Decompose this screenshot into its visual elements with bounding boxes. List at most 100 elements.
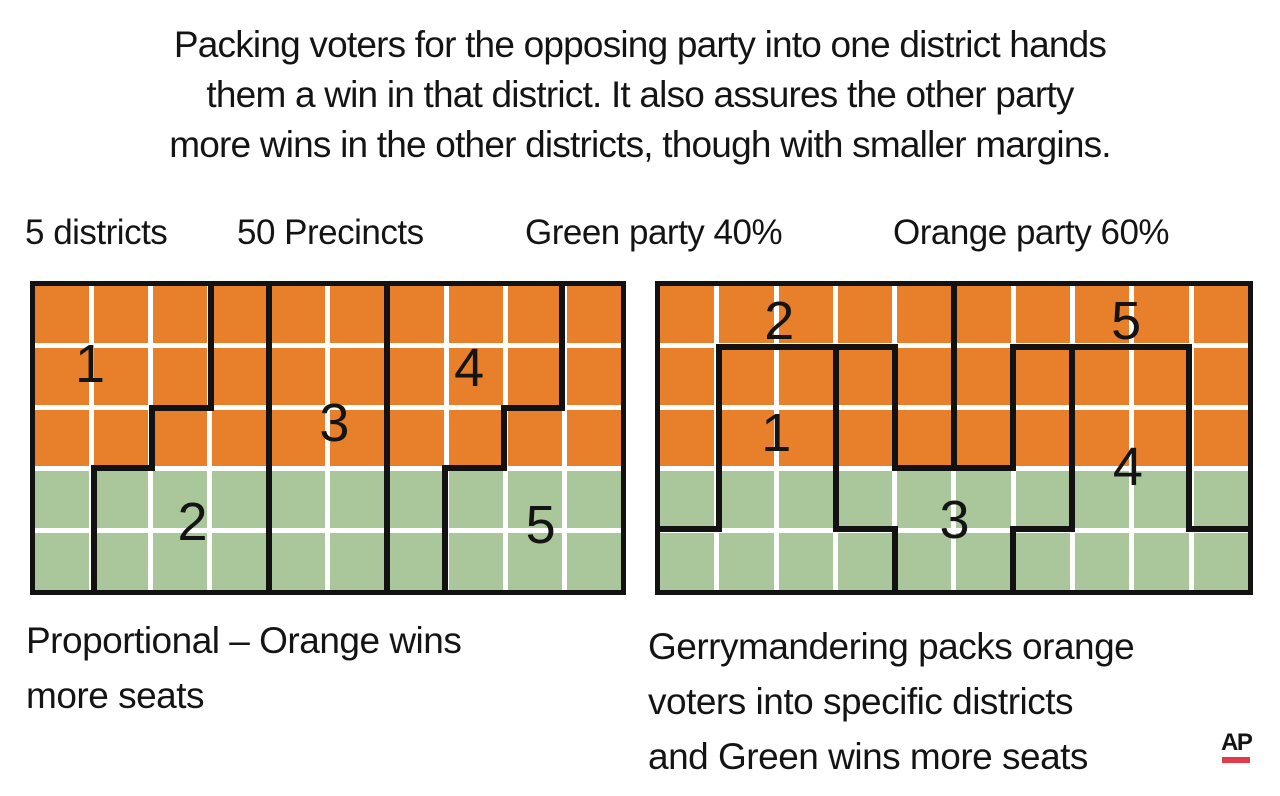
precinct-left-r4-c8	[507, 533, 562, 590]
precinct-left-r3-c9	[566, 471, 621, 529]
caption-gerrymandering-line-2: voters into specific districts	[648, 681, 1074, 722]
district-label-right-2: 2	[764, 291, 794, 352]
precinct-left-r4-c5	[330, 533, 385, 590]
precinct-left-r4-c0	[35, 533, 90, 590]
precinct-right-r1-c5	[956, 347, 1011, 405]
precinct-right-r2-c8	[1134, 409, 1189, 467]
district-boundary-left-8	[500, 404, 566, 411]
district-label-left-1: 1	[74, 333, 105, 394]
precinct-right-r2-c2	[778, 409, 833, 467]
precinct-right-r4-c9	[1193, 533, 1248, 590]
stat-green-share: Green party 40%	[525, 213, 783, 252]
district-boundary-left-7	[559, 283, 566, 411]
precinct-left-r1-c9	[566, 347, 621, 405]
precinct-left-r4-c1	[94, 533, 149, 590]
precinct-right-r0-c9	[1193, 286, 1248, 343]
precinct-left-r4-c2	[153, 533, 208, 590]
headline: Packing voters for the opposing party in…	[0, 20, 1280, 170]
district-boundary-left-6	[383, 283, 390, 593]
stat-orange-share: Orange party 60%	[893, 213, 1170, 252]
district-boundary-right-2	[657, 526, 722, 533]
district-boundary-left-3	[90, 465, 156, 472]
district-boundary-right-3	[833, 343, 840, 533]
precinct-right-r2-c5	[956, 409, 1011, 467]
precinct-right-r2-c4	[897, 409, 952, 467]
district-label-left-3: 3	[319, 392, 349, 453]
district-boundary-right-0	[715, 343, 899, 350]
precinct-right-r0-c3	[837, 286, 893, 343]
grid-left: 1 2 3 4 5	[30, 281, 626, 595]
precinct-right-r1-c7	[1075, 347, 1130, 405]
precinct-right-r3-c3	[837, 471, 893, 529]
caption-proportional-line-1: Proportional – Orange wins	[26, 620, 462, 661]
precinct-left-r3-c5	[330, 471, 385, 529]
precinct-left-r0-c9	[566, 286, 621, 343]
precinct-right-r2-c7	[1075, 409, 1130, 467]
district-boundary-left-9	[500, 404, 507, 472]
precinct-left-r3-c0	[35, 471, 90, 529]
precinct-right-r1-c6	[1015, 347, 1071, 405]
district-boundary-right-8	[951, 283, 957, 472]
district-label-right-1: 1	[761, 403, 791, 464]
district-boundary-right-4	[833, 526, 899, 533]
district-boundary-right-11	[1068, 343, 1075, 533]
precinct-right-r1-c9	[1193, 347, 1248, 405]
precinct-right-r3-c1	[719, 471, 774, 529]
district-boundary-left-4	[90, 465, 97, 593]
caption-proportional: Proportional – Orange wins more seats	[26, 613, 462, 723]
precinct-right-r2-c1	[719, 409, 774, 467]
precinct-right-r4-c4	[897, 533, 952, 590]
district-boundary-right-6	[892, 343, 899, 472]
district-boundary-right-5	[892, 526, 899, 593]
stat-districts: 5 districts	[25, 213, 168, 252]
precinct-right-r2-c9	[1193, 409, 1248, 467]
precinct-left-r3-c3	[212, 471, 267, 529]
precinct-left-r4-c4	[271, 533, 326, 590]
precinct-left-r2-c8	[507, 409, 562, 467]
district-boundary-right-13	[1009, 526, 1016, 593]
precinct-left-r3-c7	[448, 471, 503, 529]
precinct-right-r0-c4	[897, 286, 952, 343]
precinct-left-r0-c6	[389, 286, 444, 343]
ap-logo: AP	[1221, 730, 1253, 763]
district-boundary-right-14	[1186, 343, 1193, 533]
caption-gerrymandering-line-3: and Green wins more seats	[648, 736, 1088, 777]
precinct-right-r4-c7	[1075, 533, 1130, 590]
district-boundary-left-11	[442, 465, 449, 593]
precinct-right-r3-c4	[897, 471, 952, 529]
district-label-right-5: 5	[1111, 291, 1141, 352]
precinct-right-r1-c3	[837, 347, 893, 405]
ap-logo-red-bar	[1222, 757, 1250, 763]
key-figures-row: 5 districts 50 Precincts Green party 40%…	[0, 213, 1280, 257]
caption-gerrymandering: Gerrymandering packs orange voters into …	[648, 619, 1135, 784]
precinct-right-r2-c3	[837, 409, 893, 467]
precinct-right-r4-c2	[778, 533, 833, 590]
precinct-left-r0-c2	[153, 286, 208, 343]
district-boundary-left-2	[149, 404, 156, 472]
precinct-left-r1-c1	[94, 347, 149, 405]
precinct-left-r2-c4	[271, 409, 326, 467]
precinct-right-r3-c0	[660, 471, 715, 529]
precinct-left-r2-c0	[35, 409, 90, 467]
district-boundary-right-10	[1009, 343, 1193, 350]
precinct-left-r2-c5	[330, 409, 385, 467]
precinct-right-r3-c7	[1075, 471, 1130, 529]
precinct-left-r2-c3	[212, 409, 267, 467]
precinct-left-r0-c4	[271, 286, 326, 343]
precinct-right-r1-c0	[660, 347, 715, 405]
precinct-right-r0-c0	[660, 286, 715, 343]
precinct-right-r2-c0	[660, 409, 715, 467]
precinct-left-r1-c5	[330, 347, 385, 405]
district-boundary-left-0	[207, 283, 214, 411]
precinct-right-r3-c8	[1134, 471, 1189, 529]
precinct-left-r3-c2	[153, 471, 208, 529]
precinct-right-r1-c8	[1134, 347, 1189, 405]
precinct-left-r0-c5	[330, 286, 385, 343]
precinct-left-r1-c0	[35, 347, 90, 405]
district-boundary-left-10	[442, 465, 507, 472]
precinct-right-r2-c6	[1015, 409, 1071, 467]
precinct-left-r1-c7	[448, 347, 503, 405]
precinct-left-r1-c3	[212, 347, 267, 405]
precinct-left-r2-c6	[389, 409, 444, 467]
district-label-right-4: 4	[1112, 436, 1143, 497]
